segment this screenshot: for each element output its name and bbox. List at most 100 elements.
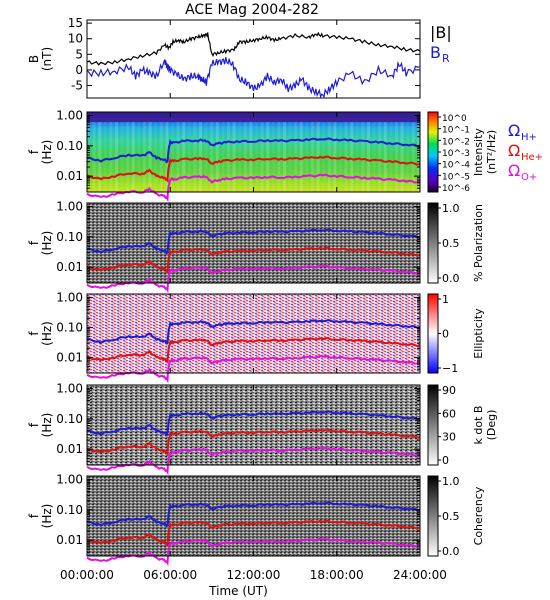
spectrogram-texture bbox=[176, 122, 180, 192]
spectrogram-texture bbox=[227, 122, 230, 192]
colorbar-label: Ellipticity bbox=[472, 308, 485, 359]
spectrogram-texture bbox=[389, 122, 393, 192]
y-axis-label-line: (Hz) bbox=[40, 413, 54, 438]
y-axis-label-line: (Hz) bbox=[40, 231, 54, 256]
colorbar bbox=[427, 293, 439, 374]
colorbar-label-line: k dot B bbox=[472, 406, 485, 445]
colorbar-label: k dot B (Deg) bbox=[472, 406, 498, 445]
y-tick-label: 0.10 bbox=[56, 412, 83, 426]
colorbar-tick-label: 10^0 bbox=[442, 114, 467, 124]
colorbar bbox=[427, 384, 439, 466]
colorbar-label: % Polarization bbox=[472, 204, 485, 282]
spectrogram-texture bbox=[383, 122, 387, 192]
spectrogram-texture bbox=[361, 122, 365, 192]
spectrogram-texture bbox=[126, 122, 130, 192]
colorbar-tick-label: 0.5 bbox=[442, 510, 460, 523]
gyrofrequency-line bbox=[86, 318, 421, 345]
colorbar-tick-label: 1.0 bbox=[442, 202, 460, 215]
y-tick-label: 0.01 bbox=[56, 260, 83, 274]
legend-omega-0: Ω bbox=[508, 121, 520, 140]
colorbar-tick-label: 0.5 bbox=[442, 237, 460, 250]
colorbar-label-line: Coherency bbox=[472, 486, 485, 545]
spectrogram-texture bbox=[271, 122, 275, 192]
y-tick-label: 1.00 bbox=[56, 472, 83, 486]
spectrogram-texture bbox=[367, 122, 370, 192]
y-tick-label: 0.01 bbox=[56, 442, 83, 456]
y-axis-label-line: (Hz) bbox=[40, 504, 54, 529]
y-axis-label-line: B bbox=[27, 55, 41, 63]
legend-omega-2: Ω bbox=[508, 161, 520, 180]
spectrogram-texture bbox=[355, 122, 359, 192]
spectrogram-texture bbox=[143, 122, 146, 192]
gyrofrequency-line bbox=[86, 173, 421, 203]
spectrogram-texture bbox=[378, 122, 382, 192]
spectrogram-texture bbox=[344, 122, 348, 192]
gyrofrequency-line bbox=[86, 501, 421, 528]
colorbar-tick-label: 10^-1 bbox=[442, 126, 470, 136]
colorbar-tick-label: 60 bbox=[442, 407, 456, 420]
y-axis-label: f (Hz) bbox=[27, 413, 54, 438]
y-axis-label: f (Hz) bbox=[27, 231, 54, 256]
spectrogram-texture bbox=[210, 122, 214, 192]
spectrogram-texture bbox=[221, 122, 225, 192]
x-axis-label: Time (UT) bbox=[208, 584, 268, 598]
spectrogram-image bbox=[87, 385, 420, 465]
y-tick-label: 10 bbox=[68, 32, 83, 46]
y-axis-label-line: f bbox=[27, 331, 41, 336]
series-line-b-mag bbox=[86, 31, 421, 66]
spectrogram-texture bbox=[92, 122, 96, 192]
x-tick-label: 24:00:00 bbox=[393, 568, 447, 582]
y-tick-label: 15 bbox=[68, 16, 83, 30]
gyrofrequency-line bbox=[86, 337, 421, 364]
spectrogram-texture bbox=[395, 122, 398, 192]
gyrofrequency-line bbox=[86, 137, 421, 164]
y-axis-label-line: f bbox=[27, 513, 41, 518]
y-tick-label: 5 bbox=[75, 47, 83, 61]
y-axis-label-line: f bbox=[27, 240, 41, 245]
y-tick-label: 0.01 bbox=[56, 533, 83, 547]
y-axis-label-line: (nT) bbox=[40, 47, 54, 71]
colorbar-label-line: (Deg) bbox=[485, 410, 498, 441]
y-tick-label: 0.10 bbox=[56, 320, 83, 334]
spectrogram-texture bbox=[171, 122, 174, 192]
spectrogram-texture bbox=[266, 122, 270, 192]
spectrogram-texture bbox=[187, 122, 191, 192]
spectrogram-image bbox=[87, 294, 420, 373]
colorbar-tick-label: 0.0 bbox=[442, 272, 460, 285]
legend-br-subscript: R bbox=[442, 52, 450, 65]
colorbar-tick-label: 10^-3 bbox=[442, 149, 470, 159]
y-axis-label: f (Hz) bbox=[27, 140, 54, 165]
colorbar-label: Coherency bbox=[472, 486, 485, 545]
y-axis-label: f (Hz) bbox=[27, 321, 54, 346]
spectrogram-texture bbox=[193, 122, 197, 192]
y-axis-label-line: f bbox=[27, 422, 41, 427]
spectrogram-texture bbox=[131, 122, 135, 192]
spectrogram-texture bbox=[260, 122, 264, 192]
gyrofrequency-line bbox=[86, 410, 421, 437]
series-line-br bbox=[86, 56, 421, 100]
legend-omega-1: Ω bbox=[508, 141, 520, 160]
y-tick-label: 1.00 bbox=[56, 381, 83, 395]
spectrogram-image bbox=[87, 476, 420, 556]
gyrofrequency-line bbox=[86, 519, 421, 547]
colorbar-tick-label: 10^-4 bbox=[442, 161, 470, 171]
colorbar-tick-label: 10^-5 bbox=[442, 172, 470, 182]
y-axis-label-line: (Hz) bbox=[40, 140, 54, 165]
spectrogram-texture bbox=[103, 122, 107, 192]
spectrogram-texture bbox=[199, 122, 202, 192]
spectrogram-texture bbox=[204, 122, 208, 192]
colorbar-tick-label: −1 bbox=[442, 362, 458, 375]
colorbar-tick-label: 30 bbox=[442, 431, 456, 444]
y-tick-label: -5 bbox=[71, 79, 83, 93]
spectrogram-texture bbox=[182, 122, 186, 192]
y-axis-label: f (Hz) bbox=[27, 504, 54, 529]
legend-b-mag: |B| bbox=[430, 23, 452, 42]
y-axis-label-line: f bbox=[27, 149, 41, 154]
legend-omega-subscript-1: He+ bbox=[521, 152, 543, 163]
colorbar bbox=[427, 475, 439, 557]
colorbar-tick-label: 0.0 bbox=[442, 545, 460, 558]
y-axis-label-line: (Hz) bbox=[40, 321, 54, 346]
colorbar-tick-label: 0 bbox=[442, 454, 449, 467]
